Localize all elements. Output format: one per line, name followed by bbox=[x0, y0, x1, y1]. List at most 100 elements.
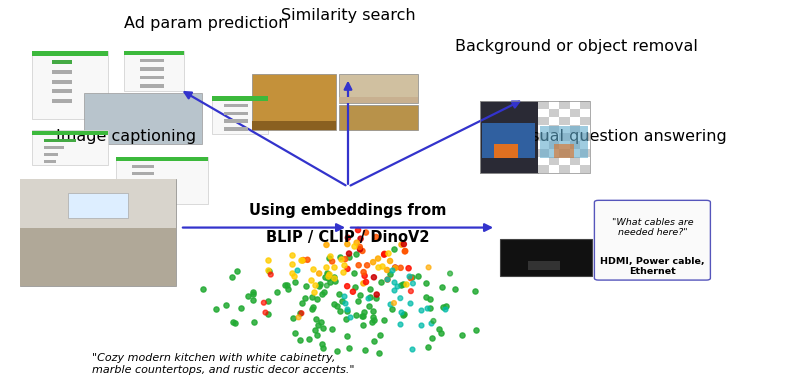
Bar bbox=[570, 133, 580, 141]
Point bbox=[286, 315, 299, 321]
Bar bbox=[559, 165, 570, 173]
Point bbox=[282, 286, 294, 293]
Bar bbox=[570, 125, 580, 133]
Point bbox=[309, 327, 322, 333]
Point bbox=[354, 244, 366, 250]
Point bbox=[297, 257, 310, 263]
Point bbox=[375, 263, 388, 269]
Bar bbox=[116, 157, 208, 161]
Point bbox=[405, 274, 418, 280]
Point bbox=[373, 350, 386, 356]
Bar bbox=[570, 149, 580, 157]
Point bbox=[361, 262, 374, 268]
Point bbox=[226, 273, 238, 280]
Bar bbox=[20, 179, 176, 228]
Point bbox=[316, 341, 329, 347]
Bar bbox=[224, 127, 248, 131]
Bar bbox=[339, 97, 418, 103]
Point bbox=[262, 267, 274, 273]
Point bbox=[398, 248, 411, 254]
Point bbox=[394, 265, 407, 271]
Bar bbox=[580, 165, 590, 173]
Bar bbox=[570, 141, 580, 149]
Point bbox=[455, 332, 468, 338]
Bar bbox=[538, 117, 549, 125]
Bar bbox=[32, 51, 108, 56]
Bar bbox=[540, 126, 588, 158]
Point bbox=[210, 305, 222, 312]
Bar bbox=[580, 133, 590, 141]
Point bbox=[317, 345, 330, 351]
Point bbox=[372, 264, 385, 270]
Point bbox=[342, 235, 354, 241]
Bar bbox=[538, 165, 549, 173]
Point bbox=[293, 310, 306, 316]
Bar bbox=[538, 109, 549, 117]
Bar bbox=[32, 51, 108, 119]
Point bbox=[347, 243, 360, 249]
Bar bbox=[538, 125, 549, 133]
Point bbox=[311, 322, 324, 328]
Point bbox=[322, 271, 335, 277]
FancyBboxPatch shape bbox=[594, 200, 710, 280]
Point bbox=[341, 283, 354, 289]
Point bbox=[305, 277, 318, 284]
Point bbox=[315, 291, 328, 297]
Point bbox=[338, 300, 351, 306]
Point bbox=[384, 258, 397, 264]
Point bbox=[350, 251, 362, 258]
Text: "Cozy modern kitchen with white cabinetry,
marble countertops, and rustic decor : "Cozy modern kitchen with white cabinetr… bbox=[92, 353, 354, 375]
Point bbox=[280, 282, 293, 288]
Point bbox=[381, 267, 394, 273]
Point bbox=[424, 319, 437, 326]
Bar bbox=[528, 261, 560, 270]
Point bbox=[335, 298, 348, 304]
Bar bbox=[84, 93, 202, 144]
Point bbox=[263, 268, 276, 274]
Bar bbox=[580, 149, 590, 157]
Bar bbox=[140, 76, 164, 79]
Point bbox=[278, 282, 291, 289]
Point bbox=[374, 279, 387, 285]
Bar bbox=[549, 117, 559, 125]
Point bbox=[322, 275, 334, 281]
Point bbox=[357, 280, 370, 287]
Bar bbox=[538, 101, 549, 109]
Point bbox=[302, 336, 315, 342]
Point bbox=[247, 297, 260, 303]
Point bbox=[367, 314, 380, 320]
Bar bbox=[252, 74, 336, 130]
Bar bbox=[339, 105, 418, 130]
Bar bbox=[549, 157, 559, 165]
Point bbox=[366, 319, 378, 326]
Bar bbox=[538, 157, 549, 165]
Bar bbox=[549, 149, 559, 157]
Bar bbox=[132, 165, 154, 168]
Point bbox=[340, 316, 353, 322]
Point bbox=[357, 314, 370, 320]
Bar bbox=[559, 157, 570, 165]
Point bbox=[435, 329, 448, 336]
Point bbox=[242, 293, 255, 299]
Point bbox=[328, 264, 341, 270]
Bar bbox=[140, 84, 164, 88]
Point bbox=[370, 295, 382, 301]
Point bbox=[370, 234, 382, 240]
Text: Image captioning: Image captioning bbox=[56, 129, 196, 144]
Point bbox=[262, 298, 274, 304]
Bar bbox=[480, 101, 590, 173]
Point bbox=[378, 251, 391, 257]
Point bbox=[367, 317, 380, 323]
Point bbox=[333, 291, 346, 297]
Text: Ad param prediction: Ad param prediction bbox=[124, 16, 288, 31]
Point bbox=[310, 296, 323, 302]
Point bbox=[368, 338, 381, 344]
Point bbox=[331, 348, 344, 354]
Point bbox=[362, 303, 375, 310]
Point bbox=[367, 274, 380, 280]
Point bbox=[354, 246, 366, 252]
Bar bbox=[32, 131, 108, 135]
Bar bbox=[124, 51, 184, 91]
Bar bbox=[116, 157, 208, 204]
Point bbox=[323, 271, 336, 277]
